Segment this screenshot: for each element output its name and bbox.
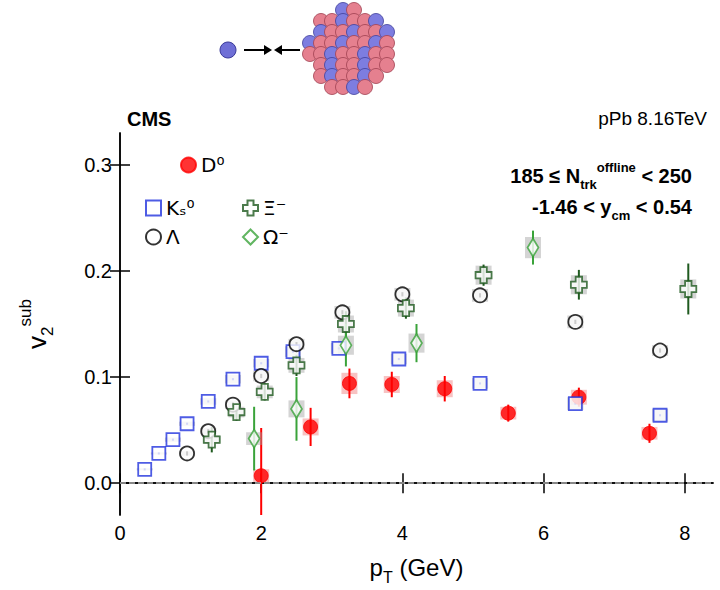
svg-text:CMS: CMS (127, 108, 171, 130)
svg-text:Ξ⁻: Ξ⁻ (263, 196, 286, 220)
svg-text:0.0: 0.0 (84, 472, 112, 494)
svg-text:2: 2 (256, 522, 267, 544)
svg-text:-1.46 < y: -1.46 < y (532, 196, 612, 218)
svg-text:Kₛ⁰: Kₛ⁰ (166, 196, 195, 220)
svg-text:D⁰: D⁰ (201, 153, 224, 177)
svg-text:8: 8 (679, 522, 690, 544)
svg-text:trk: trk (580, 177, 597, 192)
svg-text:offline: offline (597, 160, 636, 175)
svg-text:cm: cm (611, 208, 630, 223)
svg-text:< 0.54: < 0.54 (630, 196, 693, 218)
svg-text:0.2: 0.2 (84, 260, 112, 282)
svg-text:4: 4 (397, 522, 408, 544)
svg-text:0: 0 (114, 522, 125, 544)
svg-text:2: 2 (38, 326, 57, 335)
svg-text:sub: sub (16, 299, 35, 326)
svg-text:Λ: Λ (166, 225, 180, 249)
svg-text:v: v (22, 336, 52, 349)
svg-text:185 ≤ N: 185 ≤ N (510, 165, 580, 187)
svg-text:6: 6 (538, 522, 549, 544)
svg-text:0.3: 0.3 (84, 154, 112, 176)
svg-text:p: p (370, 554, 383, 581)
svg-text:Ω⁻: Ω⁻ (263, 225, 289, 249)
svg-text:0.1: 0.1 (84, 366, 112, 388)
svg-text:pPb 8.16TeV: pPb 8.16TeV (598, 108, 707, 129)
svg-text:< 250: < 250 (636, 165, 692, 187)
svg-text:T: T (383, 569, 393, 586)
svg-text:(GeV): (GeV) (393, 554, 464, 581)
